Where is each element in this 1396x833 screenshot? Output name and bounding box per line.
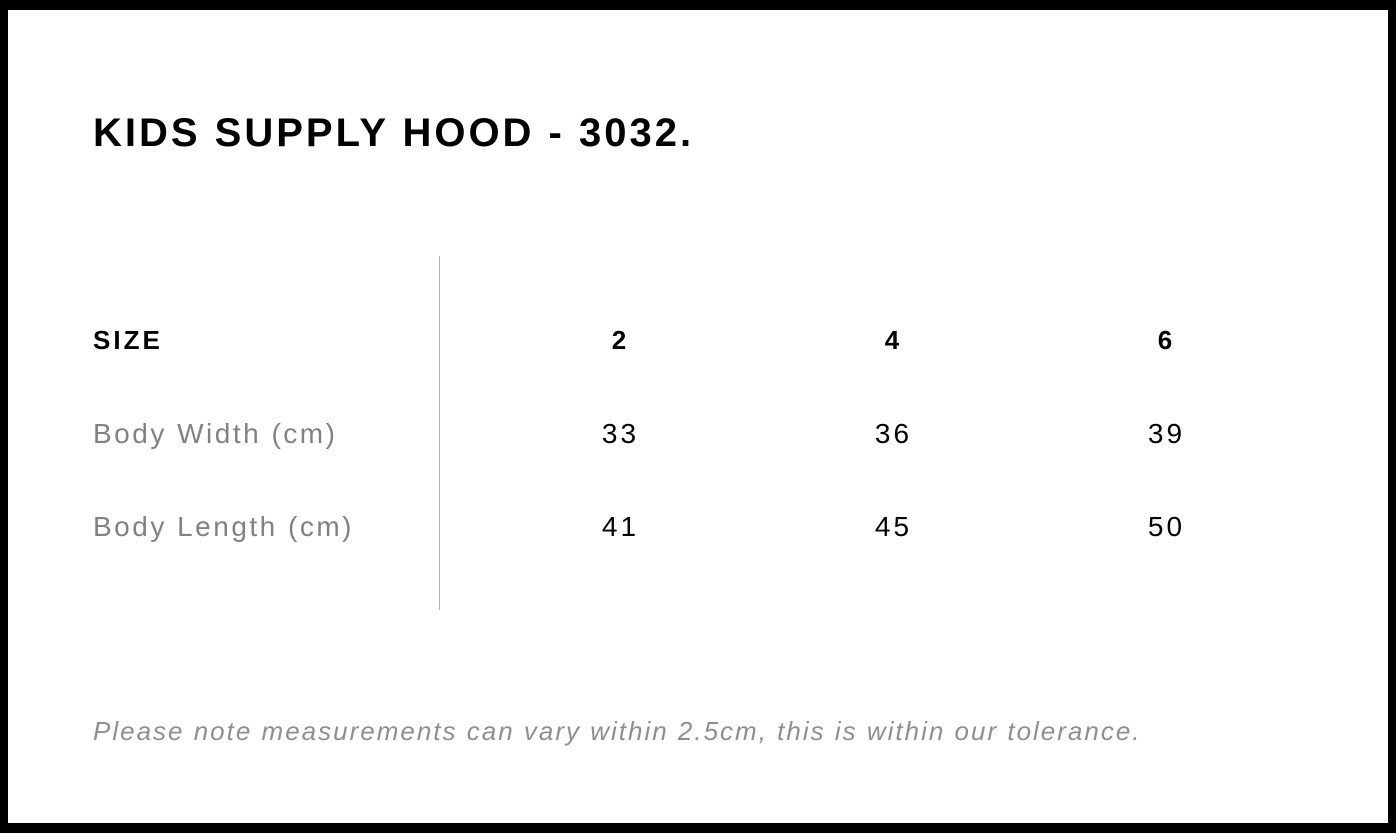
size-header-label: SIZE	[93, 325, 163, 355]
body-width-size-6-value: 39	[1147, 417, 1186, 449]
body-width-size-4-value: 36	[874, 417, 913, 449]
body-width-size-2-value: 33	[601, 417, 640, 449]
body-length-size-2-value: 41	[601, 510, 640, 542]
body-length-size-4-value: 45	[874, 510, 913, 542]
table-row-body-length: Body Length (cm) 41 45 50	[93, 480, 1303, 573]
table-row-body-width: Body Width (cm) 33 36 39	[93, 387, 1303, 480]
size-table: SIZE 2 4 6 Body Width (cm) 33 36 39 Body…	[93, 256, 1303, 610]
table-divider	[439, 256, 440, 610]
body-width-row-label: Body Width (cm)	[93, 417, 338, 449]
size-column-header-2: 2	[611, 325, 630, 355]
tolerance-note: Please note measurements can vary within…	[93, 716, 1142, 746]
size-column-header-6: 6	[1157, 325, 1176, 355]
page-title: KIDS SUPPLY HOOD - 3032.	[93, 111, 695, 155]
table-header-row: SIZE 2 4 6	[93, 294, 1303, 387]
body-length-size-6-value: 50	[1147, 510, 1186, 542]
size-column-header-4: 4	[884, 325, 903, 355]
body-length-row-label: Body Length (cm)	[93, 510, 354, 542]
